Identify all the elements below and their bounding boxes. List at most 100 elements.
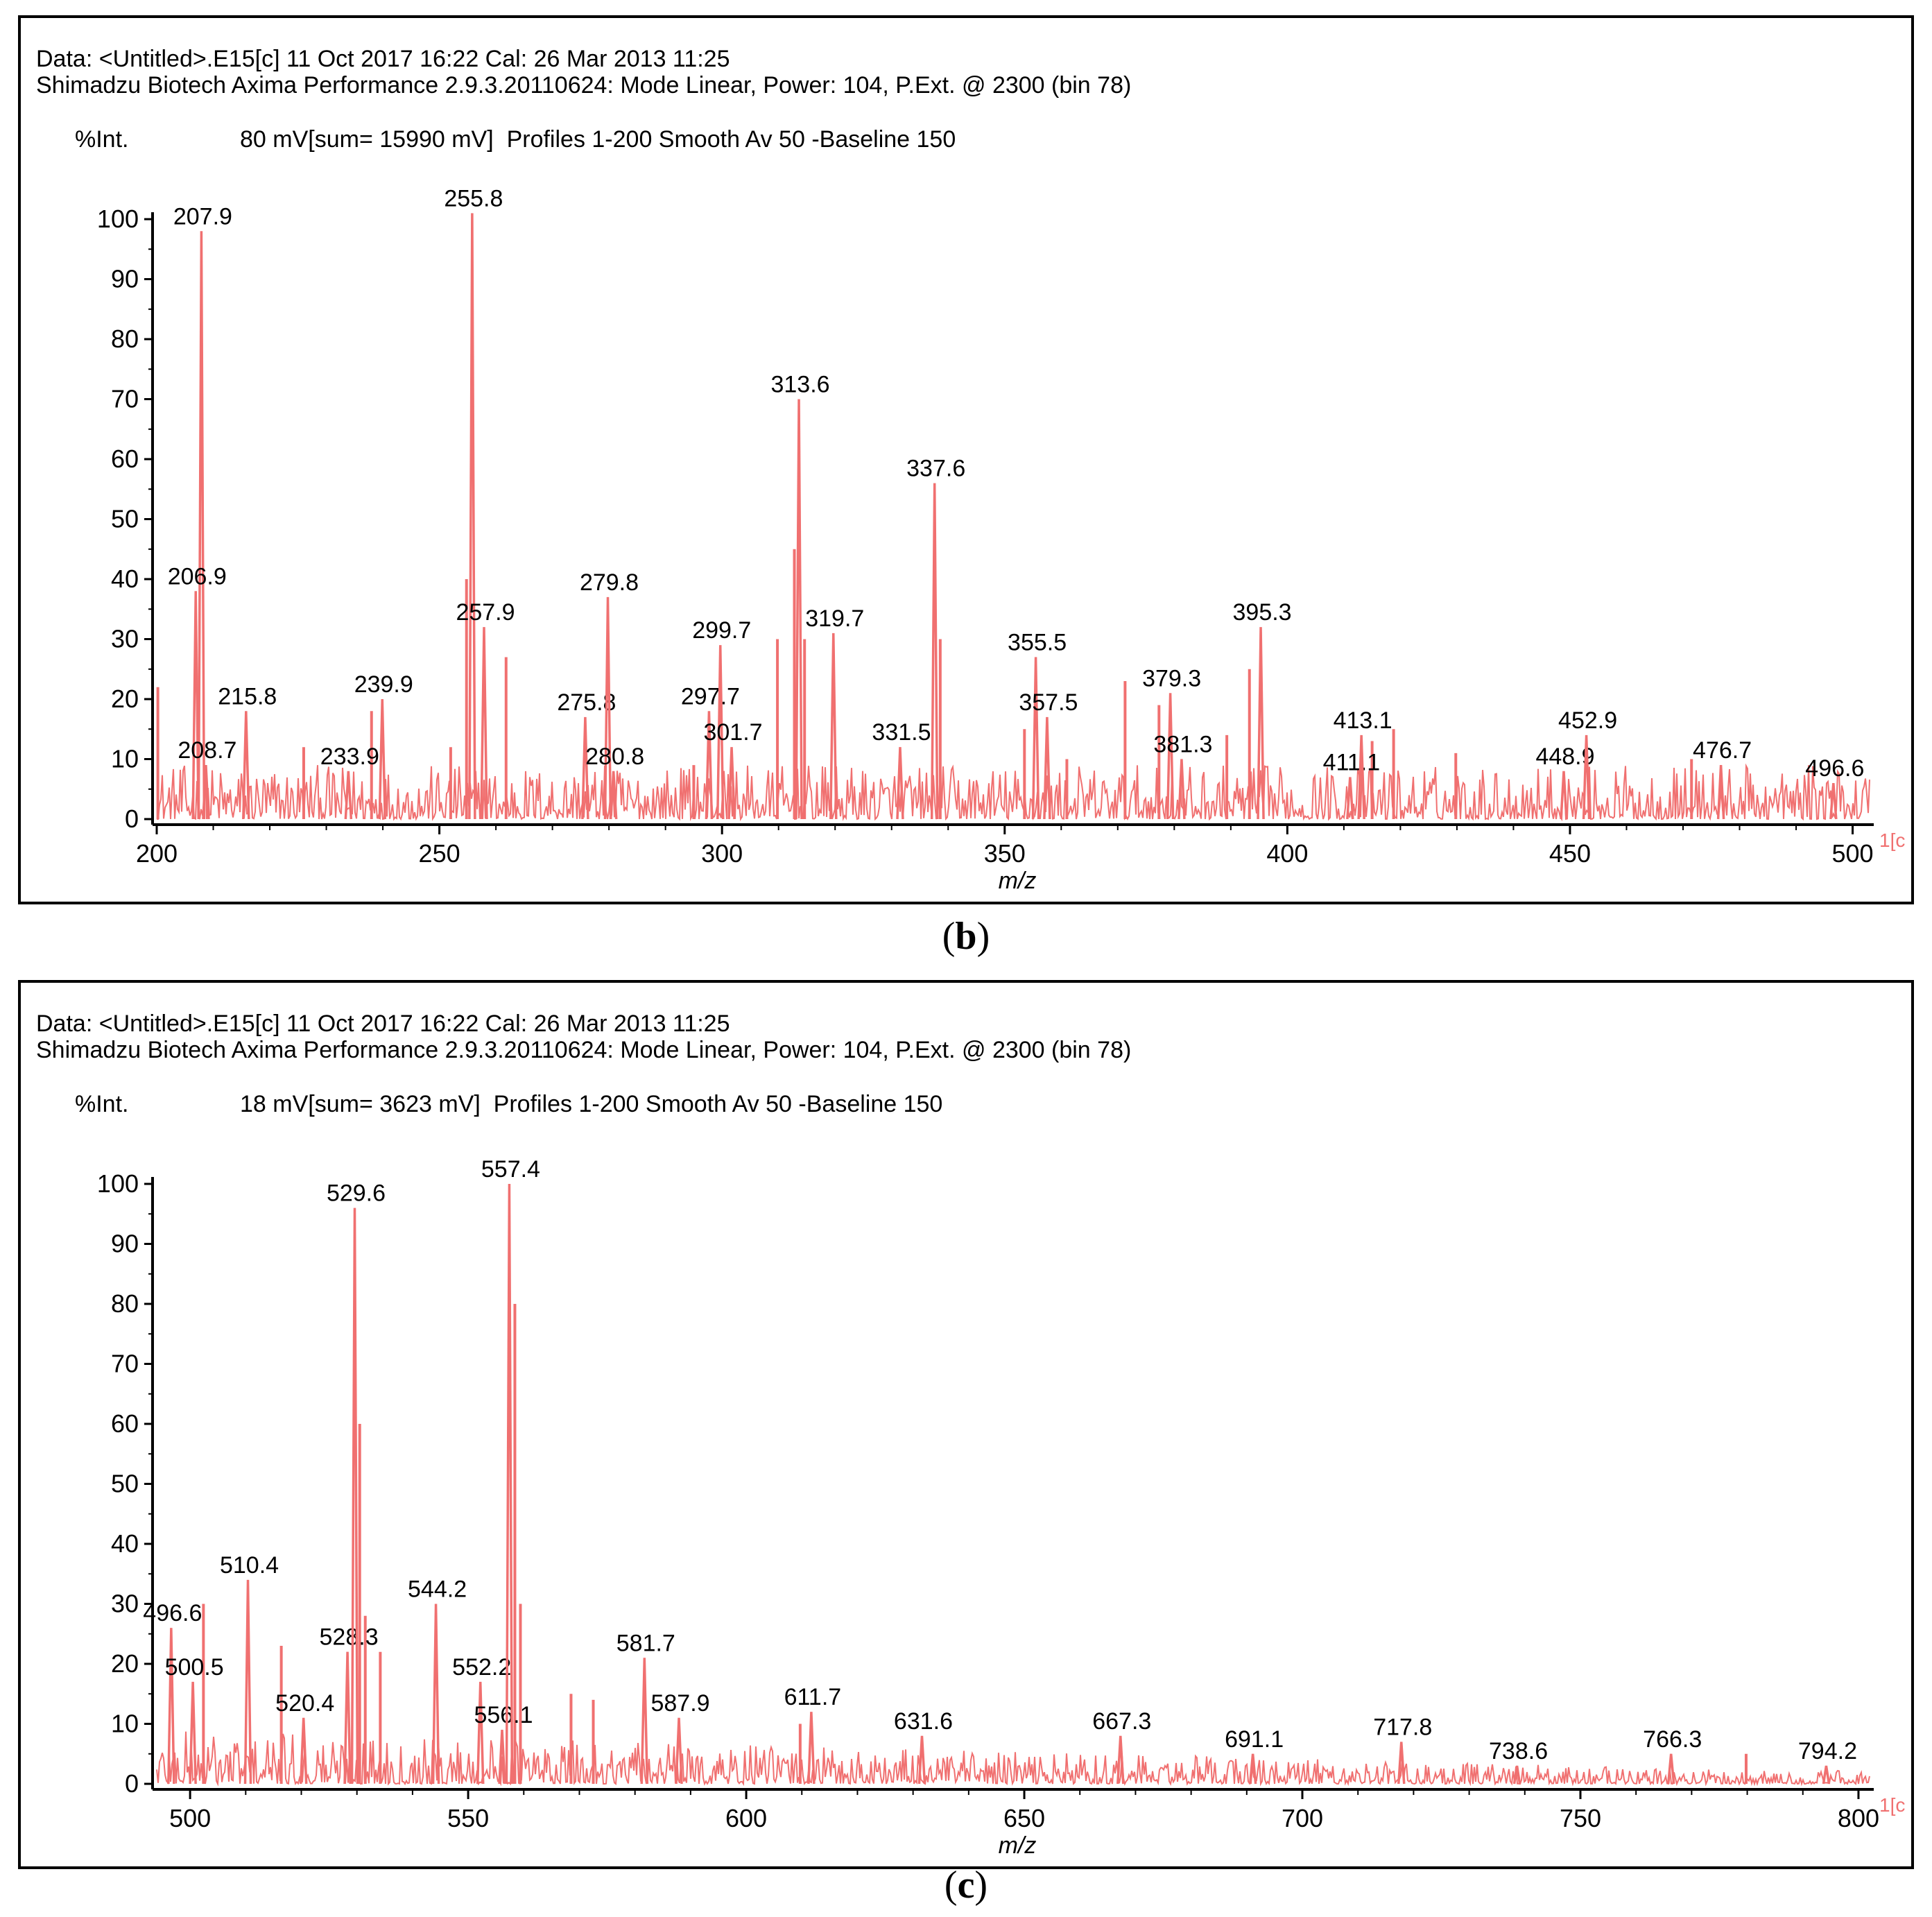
peak-label-552.2: 552.2 [452, 1654, 511, 1680]
peak-510.4 [243, 1579, 252, 1785]
peak-257.9 [480, 627, 488, 820]
x-tick-label: 350 [984, 839, 1026, 868]
acquisition-info: 18 mV[sum= 3623 mV] Profiles 1-200 Smoot… [240, 1091, 943, 1117]
y-tick-label: 40 [111, 1529, 139, 1558]
peak-label-233.9: 233.9 [320, 743, 379, 770]
x-tick-label: 400 [1266, 839, 1308, 868]
y-tick-label: 80 [111, 325, 139, 353]
data-header-line: Data: <Untitled>.E15[c] 11 Oct 2017 16:2… [36, 46, 730, 72]
spectrum-panel-c: Data: <Untitled>.E15[c] 11 Oct 2017 16:2… [18, 980, 1914, 1869]
right-edge-marker: 1[c [1879, 829, 1905, 851]
peak-313.6 [795, 399, 803, 820]
peak-496.6 [167, 1628, 175, 1785]
y-tick-label: 0 [125, 1769, 139, 1798]
peak-379.3 [1166, 693, 1175, 820]
peak-label-280.8: 280.8 [585, 743, 644, 770]
peak-label-208.7: 208.7 [178, 737, 236, 764]
peak-717.8 [1397, 1742, 1406, 1785]
peak-556.1 [498, 1730, 506, 1785]
x-axis-title: m/z [999, 1832, 1037, 1859]
peak-label-313.6: 313.6 [770, 372, 829, 398]
peak-label-319.7: 319.7 [805, 605, 864, 632]
x-tick-label: 600 [725, 1804, 767, 1832]
y-tick-label: 10 [111, 1710, 139, 1738]
peak-label-496.6: 496.6 [1805, 755, 1864, 782]
x-tick-label: 500 [169, 1804, 211, 1832]
x-tick-label: 500 [1832, 839, 1874, 868]
x-tick-label: 800 [1838, 1804, 1879, 1832]
y-tick-label: 40 [111, 565, 139, 593]
peak-413.1 [1357, 734, 1365, 820]
x-tick-label: 300 [701, 839, 743, 868]
panel-caption-b: (b) [942, 915, 990, 958]
peak-476.7 [1716, 765, 1725, 820]
peak-279.8 [603, 596, 612, 820]
spectrum-panel-b: Data: <Untitled>.E15[c] 11 Oct 2017 16:2… [18, 15, 1914, 904]
x-tick-label: 650 [1003, 1804, 1045, 1832]
peak-label-581.7: 581.7 [616, 1630, 675, 1656]
x-axis-title: m/z [999, 868, 1037, 894]
x-tick-label: 200 [136, 839, 178, 868]
y-tick-label: 100 [97, 205, 139, 233]
peak-label-301.7: 301.7 [703, 719, 762, 746]
peak-208.7 [202, 765, 210, 820]
peak-label-379.3: 379.3 [1142, 665, 1201, 691]
peak-357.5 [1043, 716, 1051, 820]
peak-label-215.8: 215.8 [218, 683, 277, 710]
x-tick-label: 750 [1560, 1804, 1601, 1832]
peak-544.2 [431, 1604, 440, 1785]
peak-label-239.9: 239.9 [354, 671, 413, 698]
peak-label-206.9: 206.9 [168, 563, 227, 590]
peak-299.7 [716, 645, 725, 820]
peak-label-529.6: 529.6 [327, 1180, 386, 1207]
peak-label-500.5: 500.5 [165, 1654, 224, 1680]
y-tick-label: 0 [125, 805, 139, 833]
peak-label-794.2: 794.2 [1798, 1738, 1857, 1764]
peak-label-717.8: 717.8 [1373, 1714, 1432, 1740]
data-header-line: Data: <Untitled>.E15[c] 11 Oct 2017 16:2… [36, 1011, 730, 1037]
peak-label-557.4: 557.4 [481, 1156, 540, 1183]
peak-label-257.9: 257.9 [456, 599, 515, 626]
peak-label-297.7: 297.7 [681, 683, 740, 710]
peak-label-544.2: 544.2 [408, 1576, 467, 1603]
peak-label-395.3: 395.3 [1233, 599, 1292, 626]
peak-label-331.5: 331.5 [872, 719, 931, 746]
peak-552.2 [476, 1681, 485, 1785]
peak-label-452.9: 452.9 [1558, 707, 1617, 734]
peak-label-279.8: 279.8 [580, 569, 639, 596]
peak-label-299.7: 299.7 [692, 617, 751, 644]
peak-label-476.7: 476.7 [1693, 737, 1752, 764]
x-tick-label: 250 [419, 839, 460, 868]
peak-611.7 [807, 1712, 816, 1785]
noise-trace [156, 1731, 1870, 1787]
peak-411.1 [1346, 777, 1354, 820]
y-tick-label: 50 [111, 1470, 139, 1498]
panel-caption-c: (c) [944, 1864, 988, 1907]
peak-215.8 [242, 711, 250, 820]
peak-587.9 [675, 1717, 683, 1785]
peak-496.6 [1829, 782, 1838, 820]
peak-667.3 [1116, 1735, 1125, 1785]
peak-label-357.5: 357.5 [1019, 689, 1078, 716]
peak-label-510.4: 510.4 [220, 1552, 279, 1579]
peak-label-520.4: 520.4 [275, 1690, 334, 1717]
instrument-header-line: Shimadzu Biotech Axima Performance 2.9.3… [36, 72, 1132, 98]
y-tick-label: 30 [111, 1590, 139, 1618]
peak-label-611.7: 611.7 [784, 1684, 842, 1710]
peak-label-631.6: 631.6 [894, 1708, 953, 1735]
x-tick-label: 700 [1282, 1804, 1323, 1832]
y-tick-label: 70 [111, 385, 139, 413]
peak-301.7 [727, 747, 736, 820]
peak-452.9 [1582, 734, 1591, 820]
peak-738.6 [1512, 1765, 1521, 1785]
peak-331.5 [896, 747, 904, 820]
y-tick-label: 30 [111, 625, 139, 653]
peak-206.9 [191, 591, 200, 820]
peak-631.6 [917, 1735, 926, 1785]
y-tick-label: 90 [111, 265, 139, 293]
peak-label-413.1: 413.1 [1334, 707, 1392, 734]
noise-trace [157, 763, 1870, 822]
peak-233.9 [344, 771, 353, 820]
spectrum-plot-b: 207.9 206.9 208.7 215.8 233.9 239.9 255.8 257.9… [97, 185, 1905, 894]
peak-280.8 [609, 771, 618, 820]
